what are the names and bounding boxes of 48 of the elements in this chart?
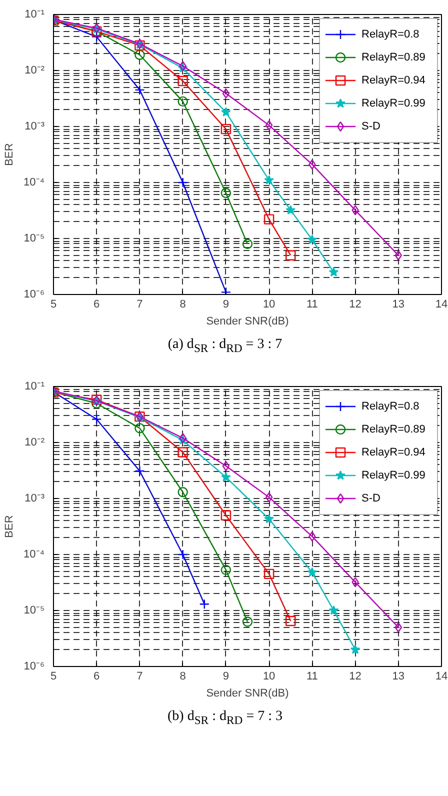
y-tick-label: 10⁻² [24,64,45,76]
x-tick-label: 12 [349,670,362,682]
text: (a) d$_{SR}$ : d$_{RD}$ = 3 : 7 [166,336,284,357]
x-tick-label: 7 [136,298,143,310]
legend-label: RelayR=0.99 [362,98,426,110]
x-tick-label: 5 [50,298,57,310]
x-tick-label: 10 [262,670,276,682]
y-axis-title: BER [4,143,16,166]
legend-label: RelayR=0.89 [362,424,426,436]
x-tick-label: 9 [222,670,230,682]
x-tick-label: 11 [306,298,318,310]
x-tick-label: 13 [392,298,405,310]
legend-label: S-D [362,120,380,132]
y-axis-title: BER [4,515,16,538]
legend-label: RelayR=0.8 [362,400,420,412]
y-tick-label: 10⁻⁵ [24,232,44,244]
y-tick-label: 10⁻⁶ [24,660,44,672]
x-tick-label: 8 [180,670,186,682]
y-tick-label: 10⁻¹ [24,8,45,20]
y-tick-label: 10⁻⁴ [24,176,45,188]
x-tick-label: 6 [94,670,100,682]
x-tick-label: 6 [94,298,100,310]
x-tick-label: 9 [222,298,230,310]
legend-label: RelayR=0.89 [362,52,426,64]
x-tick-label: 11 [306,670,318,682]
x-tick-label: 12 [349,298,362,310]
y-tick-label: 10⁻⁵ [24,604,44,616]
x-tick-label: 14 [435,298,448,310]
y-tick-label: 10⁻¹ [24,380,45,392]
x-axis-title: Sender SNR(dB) [206,688,289,700]
text: (b) d$_{SR}$ : d$_{RD}$ = 7 : 3 [166,708,284,729]
y-tick-label: 10⁻³ [24,492,45,504]
legend-label: RelayR=0.8 [362,28,420,40]
x-tick-label: 7 [136,670,143,682]
legend-label: RelayR=0.94 [362,74,426,86]
y-tick-label: 10⁻³ [24,120,45,132]
x-tick-label: 14 [435,670,448,682]
x-tick-label: 13 [392,670,405,682]
y-tick-label: 10⁻⁴ [24,548,45,560]
x-tick-label: 5 [50,670,57,682]
y-tick-label: 10⁻² [24,436,45,448]
legend-label: RelayR=0.94 [362,446,426,458]
y-tick-label: 10⁻⁶ [24,288,44,300]
x-tick-label: 8 [180,298,186,310]
x-axis-title: Sender SNR(dB) [206,316,289,328]
legend-label: S-D [362,492,380,504]
x-tick-label: 10 [262,298,276,310]
legend-label: RelayR=0.99 [362,470,426,482]
